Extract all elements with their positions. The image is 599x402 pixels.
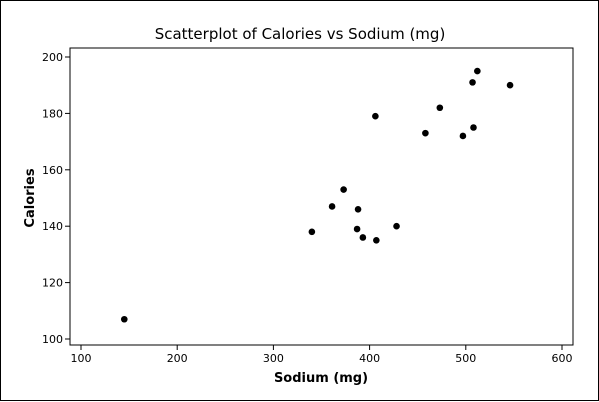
- x-tick-label: 600: [552, 352, 573, 365]
- x-axis: 100 200 300 400 500 600: [71, 345, 573, 365]
- data-point: [373, 237, 380, 244]
- x-tick-label: 300: [263, 352, 284, 365]
- data-point: [422, 129, 429, 137]
- data-point: [474, 67, 481, 75]
- data-point: [393, 222, 400, 230]
- plot-area: [69, 47, 574, 346]
- data-point: [120, 315, 128, 323]
- data-point: [372, 112, 379, 120]
- x-tick-label: 500: [455, 352, 476, 365]
- y-tick-label: 180: [42, 107, 63, 120]
- data-points: [120, 67, 514, 323]
- x-tick-label: 200: [167, 352, 188, 365]
- data-point: [359, 234, 367, 241]
- chart-title: Scatterplot of Calories vs Sodium (mg): [155, 25, 446, 43]
- data-point: [469, 79, 476, 86]
- y-tick-label: 140: [42, 220, 63, 233]
- y-tick-label: 100: [42, 333, 63, 346]
- x-axis-label: Sodium (mg): [274, 371, 368, 386]
- data-point: [459, 132, 467, 140]
- y-axis: 100 120 140 160 180 200: [42, 51, 70, 346]
- y-tick-label: 160: [42, 164, 63, 177]
- data-point: [340, 186, 347, 193]
- data-point: [506, 81, 514, 89]
- data-point: [308, 228, 316, 236]
- data-point: [353, 225, 361, 233]
- data-point: [328, 203, 336, 210]
- data-point: [354, 205, 362, 213]
- y-axis-label: Calories: [23, 168, 38, 227]
- x-tick-label: 400: [359, 352, 380, 365]
- data-point: [470, 124, 477, 131]
- data-point: [436, 104, 444, 112]
- x-tick-label: 100: [71, 352, 92, 365]
- y-tick-label: 120: [42, 277, 63, 290]
- y-tick-label: 200: [42, 51, 63, 64]
